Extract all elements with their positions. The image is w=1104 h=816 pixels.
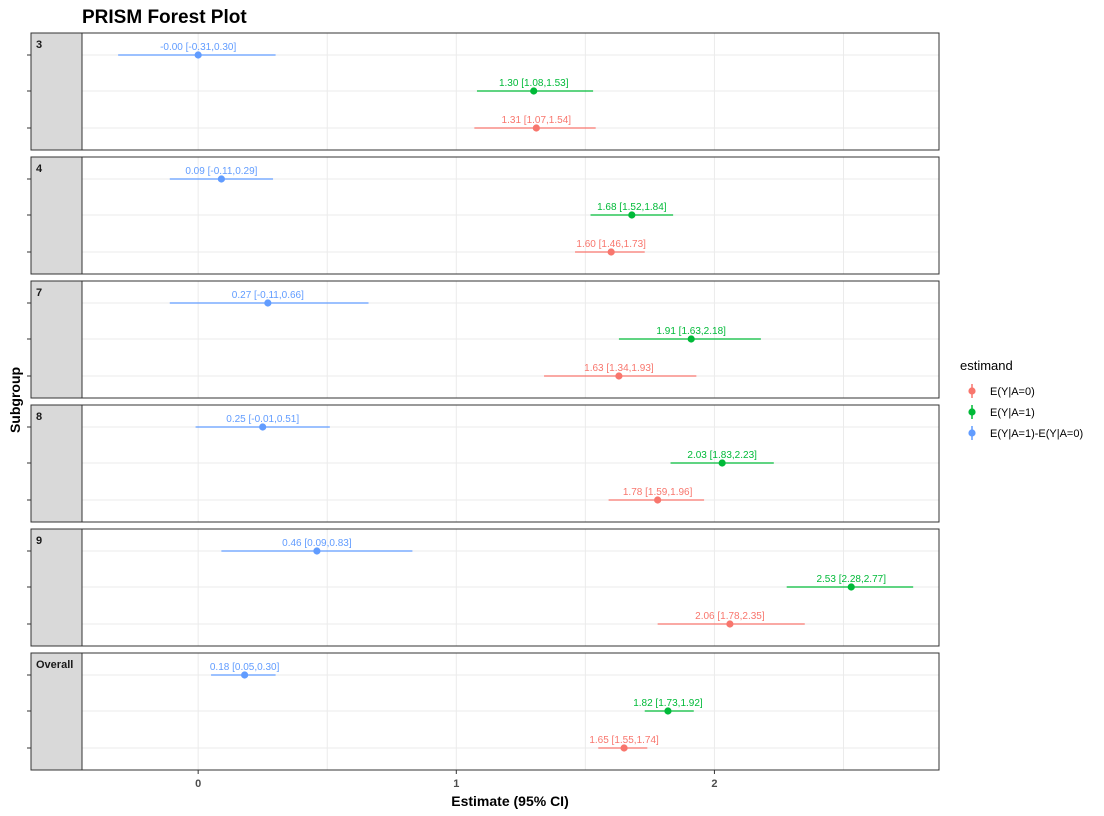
strip-label: 8 xyxy=(36,411,42,423)
x-tick-label: 2 xyxy=(711,778,717,790)
point-estimate-diff xyxy=(259,423,267,431)
data-label-a0: 1.63 [1.34,1.93] xyxy=(584,363,654,374)
chart-title: PRISM Forest Plot xyxy=(82,7,247,28)
data-label-a1: 1.82 [1.73,1.92] xyxy=(633,698,703,709)
point-estimate-a1 xyxy=(718,459,726,467)
legend-item-a0: E(Y|A=0) xyxy=(968,384,1035,398)
data-label-diff: 0.46 [0.09,0.83] xyxy=(282,538,352,549)
legend-label: E(Y|A=1)-E(Y|A=0) xyxy=(990,428,1083,440)
data-label-a1: 2.53 [2.28,2.77] xyxy=(816,574,886,585)
point-estimate-diff xyxy=(264,299,272,307)
legend-item-diff: E(Y|A=1)-E(Y|A=0) xyxy=(968,426,1083,440)
data-label-a0: 1.78 [1.59,1.96] xyxy=(623,487,693,498)
strip-label: Overall xyxy=(36,659,73,671)
point-estimate-diff xyxy=(313,547,321,555)
strip-label: 3 xyxy=(36,39,42,51)
legend-key-point xyxy=(968,429,976,437)
strip-background xyxy=(30,404,83,523)
panel-border xyxy=(81,652,940,771)
data-label-diff: 0.09 [-0.11,0.29] xyxy=(185,166,257,177)
point-estimate-a0 xyxy=(654,496,662,504)
x-axis-title: Estimate (95% CI) xyxy=(451,793,568,809)
legend-title: estimand xyxy=(960,358,1013,373)
data-label-a1: 1.91 [1.63,2.18] xyxy=(656,326,726,337)
point-estimate-a1 xyxy=(687,335,695,343)
point-estimate-a0 xyxy=(620,744,628,752)
data-label-a0: 1.65 [1.55,1.74] xyxy=(589,735,659,746)
data-label-a0: 1.60 [1.46,1.73] xyxy=(576,239,646,250)
strip-background xyxy=(30,32,83,151)
legend: estimand E(Y|A=0) E(Y|A=1) E(Y|A=1)-E(Y|A=… xyxy=(960,358,1083,440)
panel-4: 4 0.09 [-0.11,0.29] 1.68 [1.52,1.84] 1.60 [… xyxy=(27,156,940,275)
data-label-a0: 1.31 [1.07,1.54] xyxy=(502,115,572,126)
point-estimate-a0 xyxy=(615,372,623,380)
point-estimate-diff xyxy=(241,671,249,679)
x-axis: 0 1 2 xyxy=(195,770,717,790)
point-estimate-a1 xyxy=(628,211,636,219)
panel-overall: Overall 0.18 [0.05,0.30] 1.82 [1.73,1.92] 1… xyxy=(27,652,940,771)
x-tick-label: 0 xyxy=(195,778,201,790)
point-estimate-a0 xyxy=(726,620,734,628)
strip-background xyxy=(30,280,83,399)
legend-label: E(Y|A=1) xyxy=(990,407,1035,419)
panel-7: 7 0.27 [-0.11,0.66] 1.91 [1.63,2.18] 1.63 [… xyxy=(27,280,940,399)
legend-key-point xyxy=(968,408,976,416)
strip-background xyxy=(30,528,83,647)
y-axis-title: Subgroup xyxy=(7,367,23,433)
data-label-a0: 2.06 [1.78,2.35] xyxy=(695,611,765,622)
legend-key-point xyxy=(968,387,976,395)
point-estimate-a1 xyxy=(530,87,538,95)
strip-label: 4 xyxy=(36,163,43,175)
panels: 3 -0.00 [-0.31,0.30] 1.30 [1.08,1.53] 1.31 … xyxy=(27,32,940,771)
point-estimate-a1 xyxy=(664,707,672,715)
point-estimate-a0 xyxy=(607,248,615,256)
strip-background xyxy=(30,156,83,275)
data-label-a1: 1.30 [1.08,1.53] xyxy=(499,78,569,89)
panel-border xyxy=(81,32,940,151)
legend-item-a1: E(Y|A=1) xyxy=(968,405,1035,419)
strip-label: 7 xyxy=(36,287,42,299)
panel-9: 9 0.46 [0.09,0.83] 2.53 [2.28,2.77] 2.06 [1… xyxy=(27,528,940,647)
data-label-diff: -0.00 [-0.31,0.30] xyxy=(160,42,236,53)
panel-border xyxy=(81,528,940,647)
panel-8: 8 0.25 [-0.01,0.51] 2.03 [1.83,2.23] 1.78 [… xyxy=(27,404,940,523)
data-label-diff: 0.27 [-0.11,0.66] xyxy=(232,290,304,301)
panel-border xyxy=(81,404,940,523)
panel-3: 3 -0.00 [-0.31,0.30] 1.30 [1.08,1.53] 1.31 … xyxy=(27,32,940,151)
panel-border xyxy=(81,156,940,275)
strip-background xyxy=(30,652,83,771)
point-estimate-diff xyxy=(194,51,202,59)
panel-border xyxy=(81,280,940,399)
data-label-a1: 1.68 [1.52,1.84] xyxy=(597,202,667,213)
point-estimate-a0 xyxy=(532,124,540,132)
legend-label: E(Y|A=0) xyxy=(990,386,1035,398)
strip-label: 9 xyxy=(36,535,42,547)
x-tick-label: 1 xyxy=(453,778,459,790)
data-label-a1: 2.03 [1.83,2.23] xyxy=(687,450,757,461)
data-label-diff: 0.25 [-0.01,0.51] xyxy=(226,414,299,425)
data-label-diff: 0.18 [0.05,0.30] xyxy=(210,662,280,673)
point-estimate-a1 xyxy=(847,583,855,591)
point-estimate-diff xyxy=(217,175,225,183)
